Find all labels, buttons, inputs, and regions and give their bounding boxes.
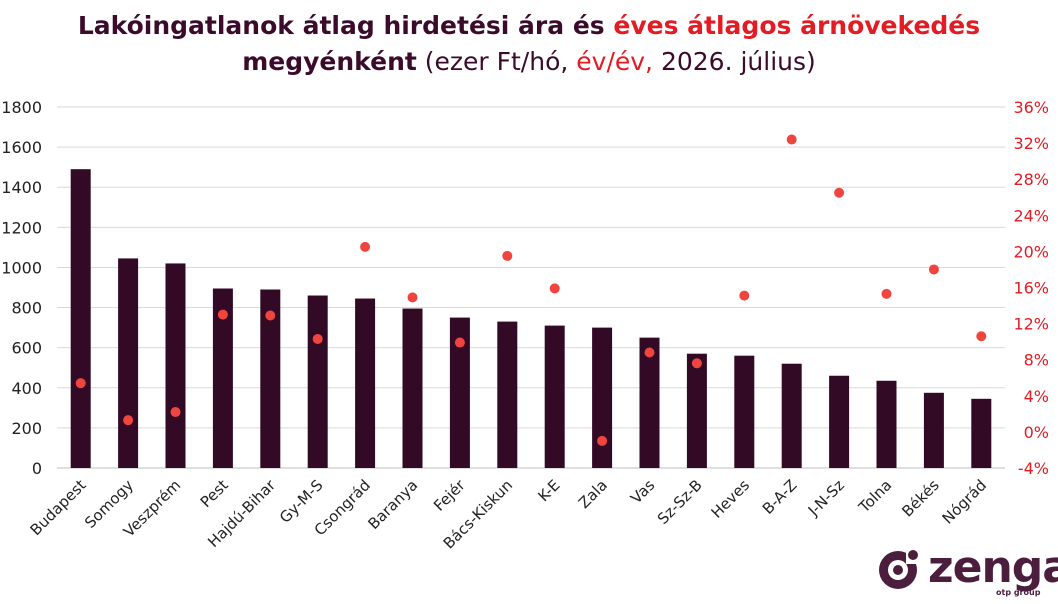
x-tick-label: Baranya xyxy=(364,476,421,533)
growth-point xyxy=(691,358,702,369)
x-tick-label: K-E xyxy=(534,476,563,505)
growth-point xyxy=(217,309,228,320)
y-right-tick-label: 20% xyxy=(1013,242,1049,261)
growth-point xyxy=(75,378,86,389)
x-tick-label: Sz-Sz-B xyxy=(654,476,706,528)
bar xyxy=(118,258,139,468)
y-left-tick-label: 1600 xyxy=(1,138,42,157)
x-tick-label: B-A-Z xyxy=(759,476,801,518)
bar xyxy=(734,355,755,468)
x-tick-label: Pest xyxy=(197,476,232,511)
x-tick-label: Heves xyxy=(708,476,754,522)
growth-point xyxy=(407,292,418,303)
title-line-2: megyénként (ezer Ft/hó, év/év, 2026. júl… xyxy=(0,44,1058,80)
growth-point xyxy=(549,283,560,294)
bar xyxy=(402,308,423,468)
bar xyxy=(923,392,944,468)
bar xyxy=(639,337,660,468)
growth-point xyxy=(881,288,892,299)
growth-point xyxy=(170,407,181,418)
growth-point xyxy=(928,264,939,275)
zenga-logo-text: zenga xyxy=(928,542,1058,593)
y-right-tick-label: 12% xyxy=(1013,315,1049,334)
bar xyxy=(686,353,707,468)
bar xyxy=(592,327,613,468)
growth-point xyxy=(312,333,323,344)
y-left-tick-label: 1800 xyxy=(1,98,42,117)
chart-title: Lakóingatlanok átlag hirdetési ára és év… xyxy=(0,8,1058,80)
title-part-growth: éves átlagos árnövekedés xyxy=(613,11,981,40)
x-tick-label: Zala xyxy=(575,476,611,512)
growth-point xyxy=(976,331,987,342)
bar xyxy=(212,288,233,468)
bar xyxy=(165,263,186,468)
x-tick-label: Fejér xyxy=(430,476,469,515)
x-tick-label: Nógrád xyxy=(939,476,990,527)
y-right-tick-label: 8% xyxy=(1024,351,1049,370)
x-tick-label: Budapest xyxy=(27,476,90,539)
y-right-tick-label: 0% xyxy=(1024,423,1049,442)
bar xyxy=(544,325,565,468)
growth-point xyxy=(454,337,465,348)
title-line-1: Lakóingatlanok átlag hirdetési ára és év… xyxy=(0,8,1058,44)
x-tick-label: Békés xyxy=(898,476,942,520)
y-left-tick-label: 1000 xyxy=(1,258,42,277)
title-part-county: megyénként xyxy=(242,47,417,76)
bar xyxy=(971,398,992,468)
bar xyxy=(829,375,850,468)
y-left-tick-label: 400 xyxy=(11,379,42,398)
y-left-tick-label: 1200 xyxy=(1,218,42,237)
y-right-tick-label: 28% xyxy=(1013,170,1049,189)
bar xyxy=(876,380,897,468)
growth-point xyxy=(360,241,371,252)
growth-point xyxy=(786,134,797,145)
zenga-logo-icon xyxy=(879,550,924,589)
x-tick-label: J-N-Sz xyxy=(804,476,848,520)
x-tick-label: Tolna xyxy=(855,476,896,517)
bar xyxy=(260,289,281,468)
zenga-logo: zenga otp group xyxy=(876,542,1058,600)
growth-point xyxy=(123,415,134,426)
y-left-tick-label: 800 xyxy=(11,299,42,318)
growth-point xyxy=(265,310,276,321)
y-left-tick-label: 200 xyxy=(11,419,42,438)
growth-point xyxy=(597,435,608,446)
y-right-tick-label: 4% xyxy=(1024,387,1049,406)
bar xyxy=(497,321,518,468)
growth-point xyxy=(644,347,655,358)
zenga-logo-subtext: otp group xyxy=(996,588,1041,597)
title-part-unit: (ezer Ft/hó, xyxy=(416,47,577,76)
x-tick-label: Vas xyxy=(627,476,658,507)
y-right-tick-label: 36% xyxy=(1013,98,1049,117)
bar xyxy=(70,169,91,468)
y-left-tick-label: 600 xyxy=(11,339,42,358)
title-part-yoy: év/év, xyxy=(576,47,653,76)
bar xyxy=(355,298,376,468)
bar xyxy=(449,317,470,468)
title-part-main: Lakóingatlanok átlag hirdetési ára és xyxy=(77,11,614,40)
bar xyxy=(307,295,328,468)
growth-point xyxy=(834,187,845,198)
growth-point xyxy=(502,250,513,261)
y-left-tick-label: 1400 xyxy=(1,178,42,197)
bar xyxy=(781,363,802,468)
growth-point xyxy=(739,290,750,301)
y-right-tick-label: 32% xyxy=(1013,134,1049,153)
y-right-tick-label: -4% xyxy=(1018,459,1049,478)
y-left-tick-label: 0 xyxy=(32,459,42,478)
title-part-date: 2026. július) xyxy=(653,47,816,76)
y-right-tick-label: 16% xyxy=(1013,279,1049,298)
y-right-tick-label: 24% xyxy=(1013,206,1049,225)
